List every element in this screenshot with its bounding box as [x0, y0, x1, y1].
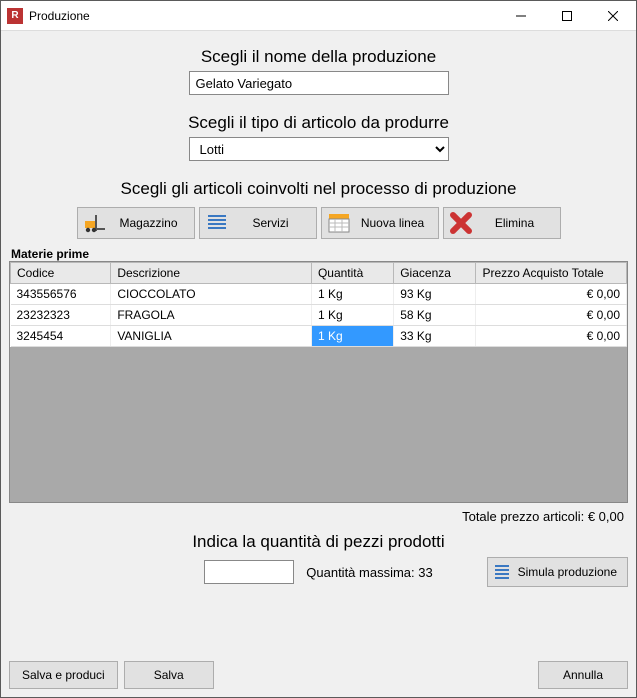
quantity-heading: Indica la quantità di pezzi prodotti [9, 532, 628, 552]
app-icon: R [7, 8, 23, 24]
materials-group-label: Materie prime [9, 247, 628, 261]
cell-quantity[interactable]: 1 Kg [311, 305, 393, 326]
list-lines-icon [204, 210, 230, 236]
services-label: Servizi [236, 216, 306, 230]
table-row[interactable]: 23232323FRAGOLA1 Kg58 Kg€ 0,00 [11, 305, 627, 326]
cell-quantity[interactable]: 1 Kg [311, 326, 393, 347]
new-line-button[interactable]: Nuova linea [321, 207, 439, 239]
column-header-quantity[interactable]: Quantità [311, 263, 393, 284]
max-quantity-label: Quantità massima: 33 [306, 565, 432, 580]
cell-description[interactable]: VANIGLIA [111, 326, 312, 347]
new-line-label: Nuova linea [358, 216, 428, 230]
column-header-description[interactable]: Descrizione [111, 263, 312, 284]
list-icon [492, 561, 514, 583]
column-header-code[interactable]: Codice [11, 263, 111, 284]
forklift-icon [82, 210, 108, 236]
table-row[interactable]: 343556576CIOCCOLATO1 Kg93 Kg€ 0,00 [11, 284, 627, 305]
save-button[interactable]: Salva [124, 661, 214, 689]
column-header-stock[interactable]: Giacenza [394, 263, 476, 284]
simulate-label: Simula produzione [518, 565, 617, 579]
minimize-button[interactable] [498, 1, 544, 31]
pieces-quantity-input[interactable] [204, 560, 294, 584]
footer-buttons: Salva e produci Salva Annulla [9, 653, 628, 689]
delete-label: Elimina [480, 216, 550, 230]
cell-stock[interactable]: 58 Kg [394, 305, 476, 326]
table-row[interactable]: 3245454VANIGLIA1 Kg33 Kg€ 0,00 [11, 326, 627, 347]
cancel-label: Annulla [563, 668, 603, 682]
cell-stock[interactable]: 33 Kg [394, 326, 476, 347]
total-label: Totale prezzo articoli: [462, 509, 584, 524]
cell-code[interactable]: 343556576 [11, 284, 111, 305]
maximize-button[interactable] [544, 1, 590, 31]
cell-description[interactable]: CIOCCOLATO [111, 284, 312, 305]
delete-x-icon [448, 210, 474, 236]
cell-code[interactable]: 23232323 [11, 305, 111, 326]
cell-code[interactable]: 3245454 [11, 326, 111, 347]
cell-purchase_total[interactable]: € 0,00 [476, 326, 627, 347]
window-title: Produzione [29, 9, 498, 23]
cancel-button[interactable]: Annulla [538, 661, 628, 689]
production-name-input[interactable] [189, 71, 449, 95]
calendar-grid-icon [326, 210, 352, 236]
close-button[interactable] [590, 1, 636, 31]
titlebar: R Produzione [1, 1, 636, 31]
materials-grid[interactable]: CodiceDescrizioneQuantitàGiacenzaPrezzo … [9, 261, 628, 503]
cell-purchase_total[interactable]: € 0,00 [476, 305, 627, 326]
total-value: € 0,00 [588, 509, 624, 524]
article-type-select[interactable]: Lotti [189, 137, 449, 161]
simulate-production-button[interactable]: Simula produzione [487, 557, 628, 587]
articles-heading: Scegli gli articoli coinvolti nel proces… [9, 179, 628, 199]
column-header-purchase_total[interactable]: Prezzo Acquisto Totale [476, 263, 627, 284]
warehouse-label: Magazzino [114, 216, 184, 230]
save-and-produce-button[interactable]: Salva e produci [9, 661, 118, 689]
cell-purchase_total[interactable]: € 0,00 [476, 284, 627, 305]
services-button[interactable]: Servizi [199, 207, 317, 239]
save-produce-label: Salva e produci [22, 668, 105, 682]
save-label: Salva [154, 668, 184, 682]
cell-description[interactable]: FRAGOLA [111, 305, 312, 326]
delete-button[interactable]: Elimina [443, 207, 561, 239]
article-type-heading: Scegli il tipo di articolo da produrre [9, 113, 628, 133]
cell-quantity[interactable]: 1 Kg [311, 284, 393, 305]
articles-toolbar: Magazzino Servizi [9, 207, 628, 239]
cell-stock[interactable]: 93 Kg [394, 284, 476, 305]
articles-total: Totale prezzo articoli: € 0,00 [9, 503, 628, 526]
warehouse-button[interactable]: Magazzino [77, 207, 195, 239]
production-name-heading: Scegli il nome della produzione [9, 47, 628, 67]
